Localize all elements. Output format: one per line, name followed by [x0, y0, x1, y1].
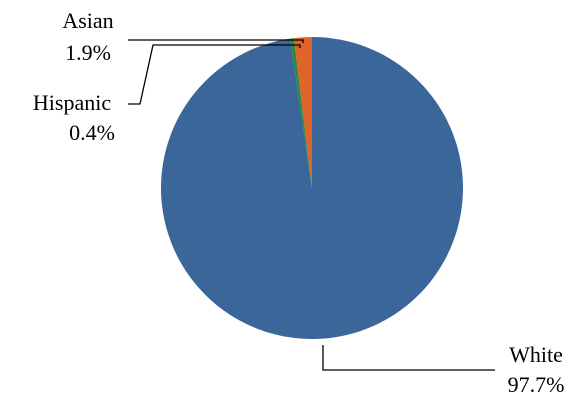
leader-line-asian [128, 39, 304, 43]
pie-slice-hispanic [290, 38, 312, 189]
label-hispanic-value: 0.4% [69, 120, 115, 145]
pie-slices [160, 37, 463, 340]
pie-slice-asian [294, 37, 312, 188]
label-hispanic-name: Hispanic [33, 90, 111, 115]
label-white-value: 97.7% [508, 372, 565, 397]
label-asian-value: 1.9% [65, 40, 111, 65]
label-white-name: White [509, 342, 563, 367]
pie-slice-white [160, 37, 463, 340]
label-asian-name: Asian [62, 8, 113, 33]
leader-line-white [322, 345, 495, 371]
leader-line-hispanic [128, 44, 301, 105]
